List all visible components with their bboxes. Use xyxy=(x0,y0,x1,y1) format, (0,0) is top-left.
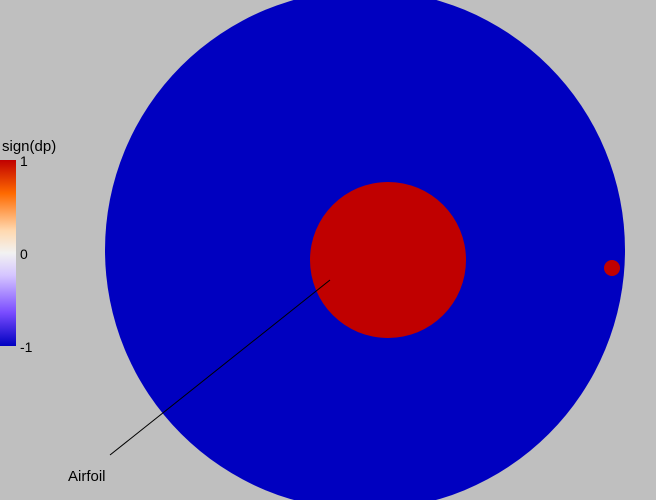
colorbar-title: sign(dp) xyxy=(2,138,56,155)
colorbar-strip xyxy=(0,160,16,346)
airfoil-region xyxy=(310,182,466,338)
trailing-spot xyxy=(604,260,620,276)
colorbar-tick-top: 1 xyxy=(20,153,28,169)
colorbar-tick-bot: -1 xyxy=(20,339,32,355)
annotation-label: Airfoil xyxy=(68,468,106,485)
plot-canvas: sign(dp) 1 0 -1 Airfoil xyxy=(0,0,656,500)
colorbar-tick-mid: 0 xyxy=(20,246,28,262)
